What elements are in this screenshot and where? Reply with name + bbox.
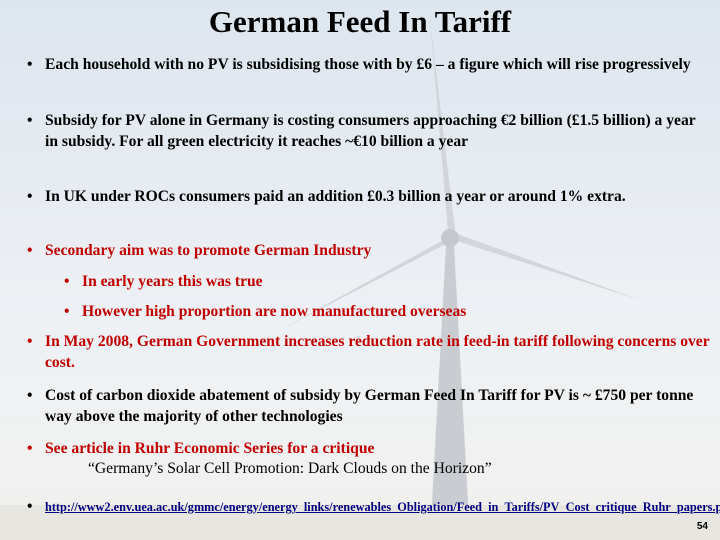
sub-bullet-early-years: • In early years this was true [64, 273, 263, 290]
bullet-uk-rocs: • In UK under ROCs consumers paid an add… [27, 188, 626, 205]
bullet-icon: • [64, 303, 70, 320]
bullet-icon: • [27, 242, 33, 259]
bullet-carbon-abatement-cost: • Cost of carbon dioxide abatement of su… [27, 387, 694, 425]
slide-title: German Feed In Tariff [208, 4, 512, 39]
bullet-german-industry: • Secondary aim was to promote German In… [27, 242, 372, 259]
bullet-icon: • [27, 333, 33, 350]
bullet-icon: • [64, 273, 70, 290]
bullet-source-link: • http://www2.env.uea.ac.uk/gmmc/energy/… [27, 496, 720, 517]
bullet-icon: • [27, 56, 33, 73]
bullet-icon: • [27, 498, 33, 515]
bullet-pv-subsidy-cost: • Subsidy for PV alone in Germany is cos… [27, 112, 696, 150]
page-number: 54 [696, 521, 708, 532]
bullet-icon: • [27, 188, 33, 205]
bullet-ruhr-article: • See article in Ruhr Economic Series fo… [27, 440, 375, 457]
bullet-icon: • [27, 112, 33, 129]
bullet-icon: • [27, 387, 33, 404]
article-title-quote: “Germany’s Solar Cell Promotion: Dark Cl… [88, 460, 492, 477]
bullet-icon: • [27, 440, 33, 457]
bullet-may-2008: • In May 2008, German Government increas… [27, 333, 710, 371]
sub-bullet-manufactured-overseas: • However high proportion are now manufa… [64, 303, 467, 320]
source-link[interactable]: http://www2.env.uea.ac.uk/gmmc/energy/en… [45, 500, 720, 514]
bullet-household-subsidy: • Each household with no PV is subsidisi… [27, 56, 691, 73]
